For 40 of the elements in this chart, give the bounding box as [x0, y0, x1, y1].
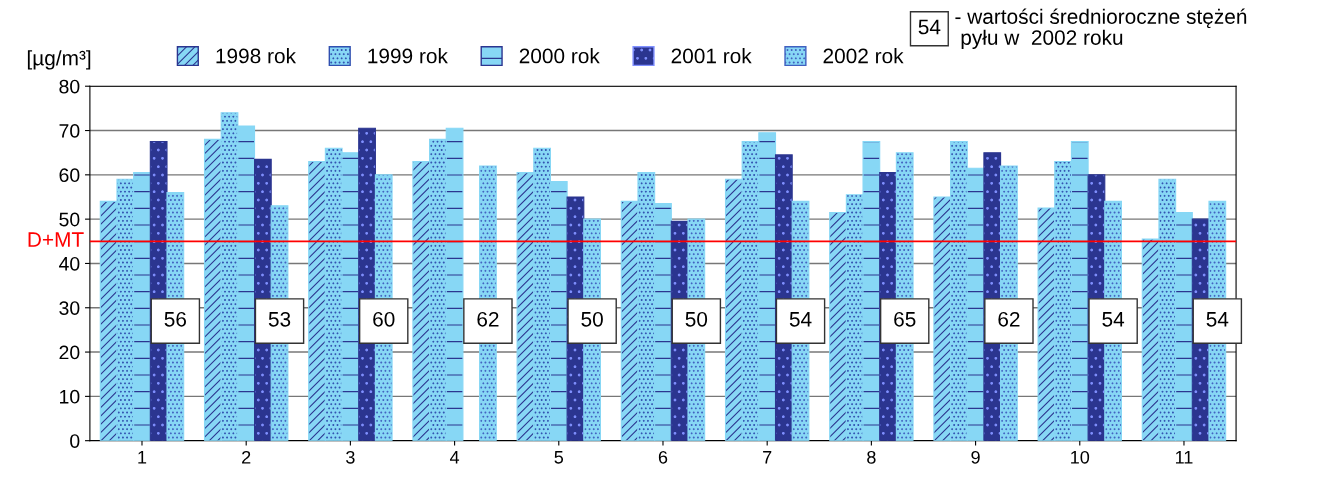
- text: - wartości średnioroczne stężeń pyłu w 2002 roku: [955, 8, 1247, 50]
- x-tick-label: 4: [449, 451, 460, 464]
- legend-label: 1998 rok: [216, 48, 297, 64]
- y-tick-label: 0: [70, 434, 80, 448]
- x-tick-label: 2: [242, 450, 251, 464]
- data-label: 54: [1206, 312, 1229, 327]
- x-tick-label: 11: [1175, 451, 1193, 464]
- x-tick-label: 5: [554, 451, 564, 464]
- legend-label: 1999 rok: [368, 48, 448, 64]
- y-axis-title: [µg/m³]: [27, 50, 91, 70]
- legend-label: 2002 rok: [823, 48, 904, 64]
- y-tick-label: 40: [58, 256, 80, 271]
- legend-label: 2000 rok: [519, 48, 600, 64]
- x-tick-label: 3: [346, 450, 355, 464]
- ref-line-label: D+MT: [28, 232, 84, 247]
- data-label: 62: [998, 311, 1020, 327]
- x-tick-label: 8: [867, 450, 876, 464]
- x-tick-label: 7: [763, 451, 772, 464]
- x-tick-label: 10: [1071, 450, 1090, 464]
- text: 54: [918, 19, 941, 35]
- data-label: 50: [581, 311, 603, 327]
- data-label: 50: [685, 311, 708, 327]
- y-tick-label: 10: [60, 389, 80, 404]
- data-label: 60: [373, 311, 395, 327]
- data-label: 65: [894, 311, 916, 327]
- y-tick-label: 70: [59, 124, 80, 138]
- data-label: 56: [164, 311, 187, 327]
- legend-label: 2001 rok: [671, 48, 752, 64]
- data-label: 53: [268, 311, 291, 327]
- x-tick-label: 9: [971, 450, 980, 464]
- y-tick-label: 60: [59, 168, 80, 183]
- data-label: 62: [477, 311, 499, 327]
- data-label: 54: [789, 312, 812, 327]
- data-label: 54: [1102, 312, 1125, 327]
- y-tick-label: 80: [59, 79, 80, 94]
- x-tick-label: 1: [138, 451, 147, 464]
- x-tick-label: 6: [658, 450, 668, 464]
- y-tick-label: 20: [59, 345, 80, 360]
- y-tick-label: 50: [59, 212, 80, 227]
- y-tick-label: 30: [59, 301, 80, 315]
